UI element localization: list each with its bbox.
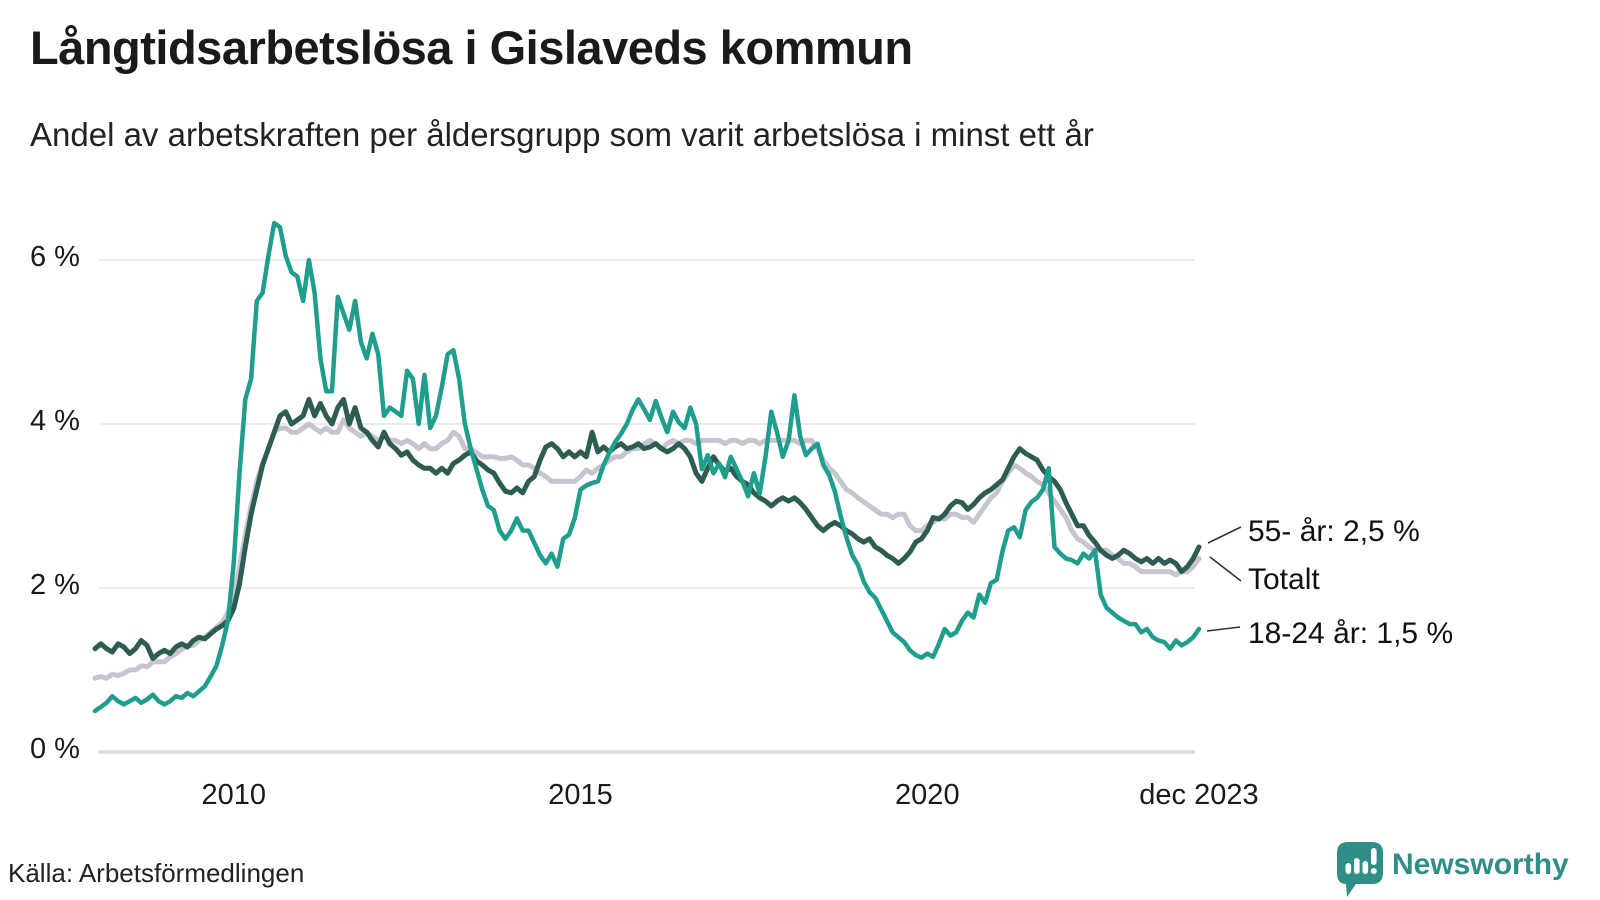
series-end-label-totalt: Totalt <box>1248 563 1320 596</box>
brand-name: Newsworthy <box>1392 848 1569 881</box>
x-axis-label-2010: 2010 <box>201 779 266 811</box>
x-axis-label-dec-2023: dec 2023 <box>1139 779 1259 811</box>
leader-lines <box>1206 526 1242 632</box>
y-axis-label-6: 6 % <box>30 241 80 273</box>
gridlines <box>98 259 1195 754</box>
series-line-55-r <box>92 396 1202 661</box>
source-note: Källa: Arbetsförmedlingen <box>8 858 305 888</box>
series-line-totalt <box>92 417 1202 681</box>
logo-bar-3 <box>1362 861 1369 874</box>
page-title: Långtidsarbetslösa i Gislaveds kommun <box>30 21 913 74</box>
series-end-label-18-24: 18-24 år: 1,5 % <box>1248 617 1454 650</box>
series-line-18-24-r <box>92 220 1202 714</box>
y-axis-label-4: 4 % <box>30 405 80 437</box>
x-axis-label-2015: 2015 <box>548 779 613 811</box>
logo-bar-1 <box>1345 863 1352 874</box>
logo-bar-2 <box>1354 858 1360 874</box>
leader-line-55 <box>1207 526 1242 544</box>
series-end-label-55: 55- år: 2,5 % <box>1248 515 1420 548</box>
series-lines <box>92 220 1202 714</box>
logo-exclamation-dot <box>1370 868 1377 874</box>
leader-line-18-24 <box>1206 626 1241 632</box>
newsworthy-logo-icon <box>1337 842 1383 897</box>
chart-subtitle: Andel av arbetskraften per åldersgrupp s… <box>30 116 1094 153</box>
logo-exclamation-bar <box>1371 848 1377 865</box>
x-axis-label-2020: 2020 <box>895 779 960 811</box>
y-axis-label-0: 0 % <box>30 733 80 765</box>
leader-line-totalt <box>1209 556 1242 582</box>
y-axis-label-2: 2 % <box>30 569 80 601</box>
